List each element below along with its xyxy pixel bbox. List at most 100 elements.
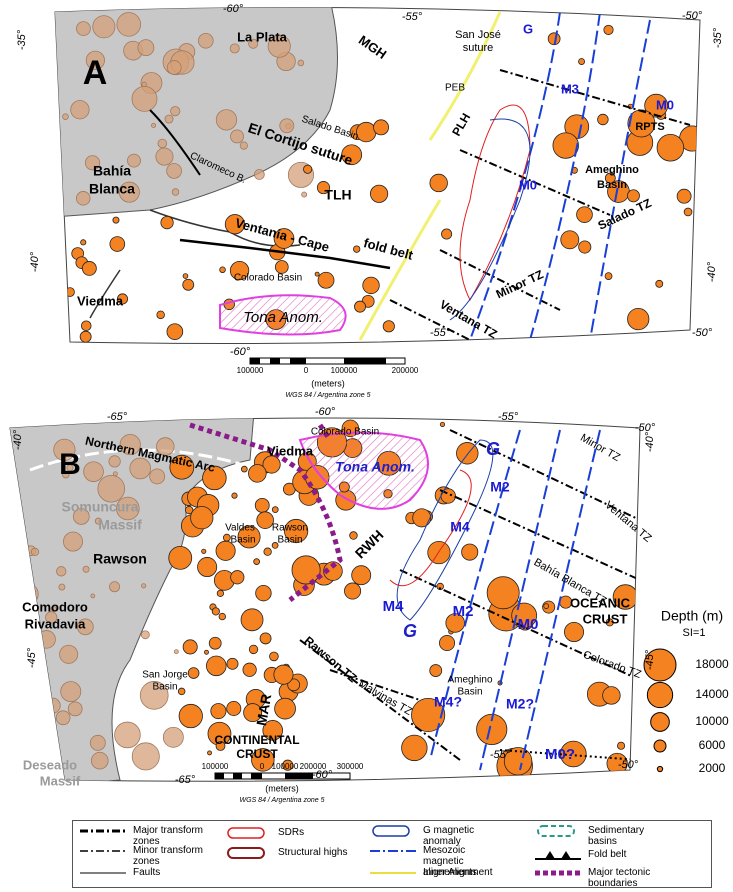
anomaly-circle bbox=[141, 81, 147, 88]
anomaly-circle bbox=[85, 50, 105, 70]
map-label: B bbox=[59, 448, 81, 481]
anomaly-circle bbox=[139, 681, 169, 710]
legend-swatch bbox=[227, 827, 265, 839]
anomaly-circle bbox=[349, 531, 358, 540]
anomaly-circle bbox=[76, 21, 91, 36]
graticule-label: -35° bbox=[16, 29, 28, 50]
anomaly-circle bbox=[486, 576, 520, 610]
legend-label: Inner Alignment bbox=[423, 867, 493, 878]
graticule-label: -40° bbox=[706, 261, 718, 282]
legend-symbol bbox=[368, 845, 418, 860]
anomaly-circle bbox=[10, 563, 33, 587]
anomaly-circle bbox=[182, 273, 189, 279]
map-label: M4 bbox=[450, 519, 470, 535]
anomaly-circle bbox=[352, 245, 361, 253]
anomaly-circle bbox=[271, 506, 279, 514]
graticule-label: -60° bbox=[312, 769, 333, 781]
anomaly-circle bbox=[255, 584, 272, 602]
anomaly-circle bbox=[287, 678, 301, 692]
depth-symbol bbox=[653, 739, 667, 753]
graticule-label: -45° bbox=[644, 649, 656, 670]
anomaly-circle bbox=[10, 721, 15, 731]
anomaly-circle bbox=[291, 555, 321, 585]
graticule-label: -65° bbox=[175, 774, 196, 786]
anomaly-circle bbox=[37, 630, 56, 649]
scale-tick-label: 0 bbox=[304, 366, 309, 375]
anomaly-circle bbox=[65, 287, 75, 297]
anomaly-circle bbox=[171, 188, 180, 196]
map-label: Colorado Basin bbox=[311, 427, 379, 438]
anomaly-circle bbox=[140, 630, 150, 640]
anomaly-circle bbox=[317, 271, 335, 289]
graticule-label: -55° bbox=[498, 411, 519, 423]
anomaly-circle bbox=[543, 603, 550, 609]
anomaly-circle bbox=[354, 300, 366, 313]
anomaly-circle bbox=[552, 132, 579, 159]
map-label: CONTINENTAL bbox=[214, 733, 299, 747]
map-label: CRUST bbox=[236, 747, 278, 761]
anomaly-circle bbox=[253, 558, 260, 565]
map-label: M2? bbox=[506, 696, 534, 712]
graticule-label: -55° bbox=[430, 327, 451, 339]
legend-label: Major transform zones bbox=[133, 825, 204, 847]
anomaly-circle bbox=[256, 511, 274, 529]
legend-label: Sedimentary basins bbox=[588, 825, 645, 847]
anomaly-circle bbox=[439, 635, 456, 652]
depth-title: Depth (m) bbox=[661, 608, 723, 624]
anomaly-circle bbox=[655, 279, 664, 288]
anomaly-circle bbox=[218, 612, 226, 621]
anomaly-circle bbox=[560, 230, 580, 250]
graticule-label: -55° bbox=[490, 749, 511, 761]
anomaly-circle bbox=[44, 697, 61, 714]
anomaly-circle bbox=[84, 155, 101, 171]
anomaly-circle bbox=[114, 721, 141, 749]
anomaly-circle bbox=[131, 742, 160, 771]
anomaly-circle bbox=[578, 58, 586, 65]
map-label: Basin bbox=[457, 687, 482, 698]
depth-value: 6000 bbox=[699, 738, 726, 752]
legend-label: Minor transform zones bbox=[133, 845, 204, 867]
legend-symbol bbox=[78, 867, 128, 882]
legend-swatch bbox=[80, 872, 126, 874]
anomaly-circle bbox=[254, 497, 270, 513]
graticule-label: -50° bbox=[692, 327, 713, 339]
anomaly-circle bbox=[382, 320, 395, 333]
map-label: suture bbox=[463, 42, 494, 54]
map-label: G bbox=[486, 439, 500, 459]
legend-swatch bbox=[370, 850, 416, 852]
map-figure: Depth (m) SI=1 18000 14000 10000 6000 2000 A La… bbox=[9, 3, 729, 804]
map-label: Rawson bbox=[272, 523, 308, 534]
anomaly-circle bbox=[370, 184, 389, 203]
anomaly-circle bbox=[226, 700, 242, 716]
anomaly-circle bbox=[178, 703, 203, 729]
map-label: G bbox=[403, 621, 417, 641]
anomaly-circle bbox=[274, 260, 289, 274]
anomaly-circle bbox=[117, 293, 129, 305]
anomaly-circle bbox=[231, 492, 238, 499]
map-label: San José bbox=[455, 29, 501, 41]
anomaly-circle bbox=[237, 525, 261, 549]
depth-value: 18000 bbox=[695, 657, 729, 671]
legend-label: Structural highs bbox=[278, 847, 348, 858]
anomaly-circle bbox=[81, 261, 97, 276]
map-label: Basin bbox=[597, 179, 627, 191]
anomaly-circle bbox=[201, 548, 207, 554]
anomaly-circle bbox=[109, 236, 126, 252]
anomaly-circle bbox=[149, 468, 166, 485]
anomaly-circle bbox=[373, 119, 389, 136]
legend-swatch bbox=[80, 829, 126, 833]
map-label: G bbox=[523, 21, 533, 36]
anomaly-circle bbox=[251, 748, 275, 772]
map-label: Rivadavia bbox=[25, 616, 86, 631]
scale-tick-label: 200000 bbox=[300, 762, 327, 771]
scale-tick-label: 100000 bbox=[272, 762, 299, 771]
anomaly-circle bbox=[219, 266, 226, 274]
anomaly-circle bbox=[564, 621, 585, 642]
map-label: Comodoro bbox=[22, 599, 88, 614]
anomaly-circle bbox=[344, 582, 362, 600]
anomaly-circle bbox=[279, 118, 295, 134]
anomaly-circle bbox=[602, 686, 621, 705]
map-label: M0 bbox=[656, 97, 674, 112]
map-label: TLH bbox=[324, 187, 351, 203]
